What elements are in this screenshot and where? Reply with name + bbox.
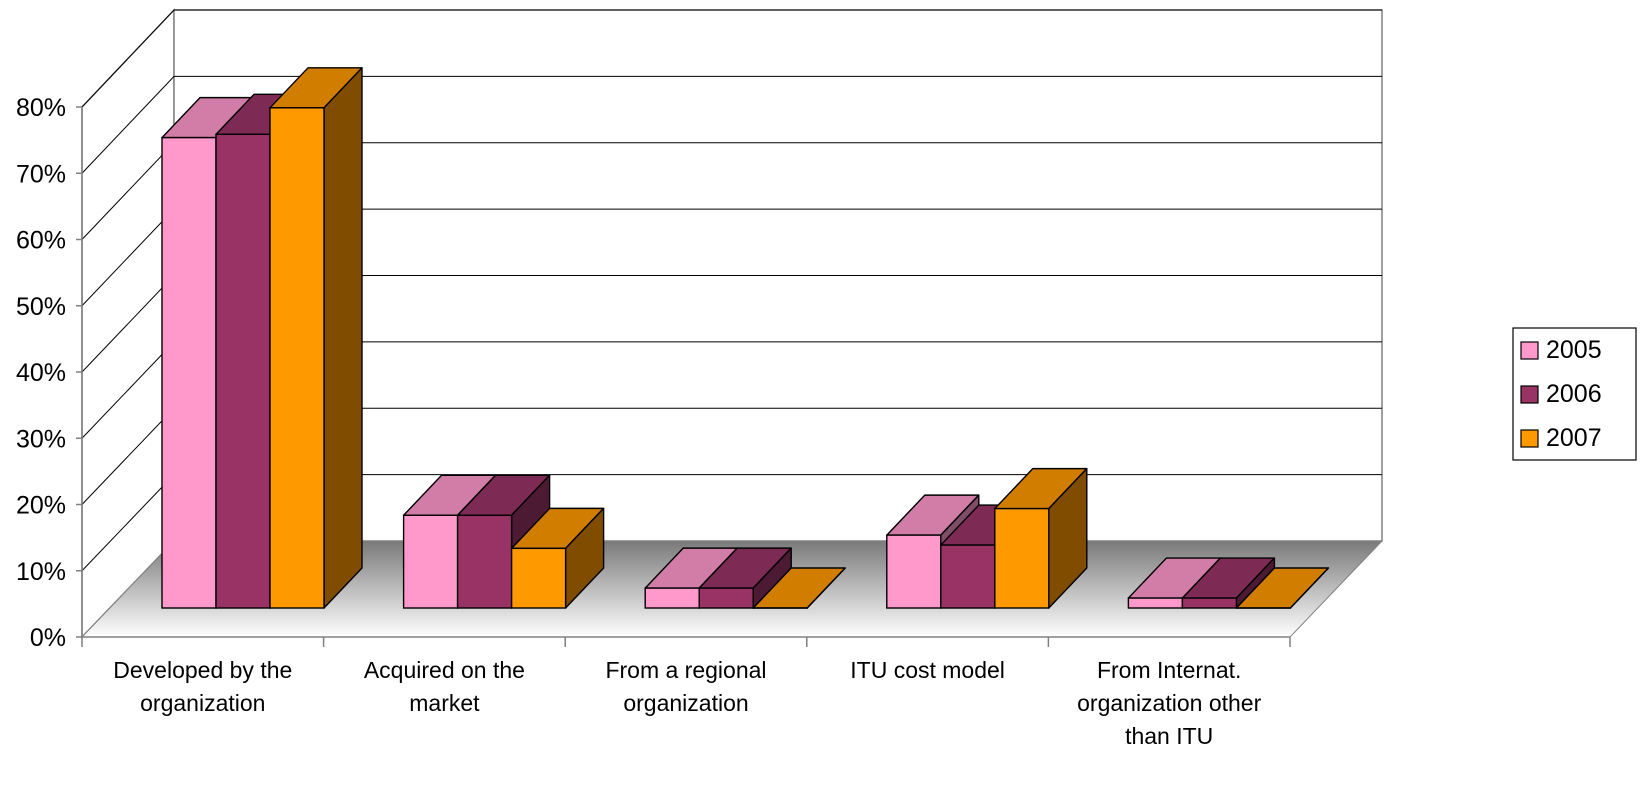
category-label-line: Acquired on the [364, 657, 525, 683]
bar-front-face [1127, 597, 1184, 609]
category-label-line: than ITU [1125, 723, 1213, 749]
bar-front-face [1181, 597, 1238, 609]
category-label-line: From Internat. [1097, 657, 1241, 683]
category-label: Acquired on the market [364, 657, 525, 716]
category-label-line: organization [140, 690, 265, 716]
category-label-line: organization [623, 690, 748, 716]
bar-side-face [323, 67, 363, 609]
y-tick-label: 10% [16, 558, 66, 586]
bar-2007-3 [752, 567, 846, 609]
bar-front-face [940, 544, 996, 609]
legend-label: 2007 [1546, 424, 1602, 452]
legend-swatch [1520, 341, 1539, 360]
gridline [81, 9, 1382, 108]
legend-label: 2005 [1546, 336, 1602, 364]
bar-front-face [698, 587, 754, 609]
bar-front-face [510, 547, 567, 609]
category-label-line: Developed by the [113, 657, 292, 683]
bar-2007-5 [1235, 567, 1330, 609]
bar-2006-3 [698, 547, 792, 609]
category-label-line: ITU cost model [850, 657, 1005, 683]
bar-front-face [402, 514, 459, 609]
category-label: From Internat. organization other than ITU [1077, 657, 1261, 749]
bar-front-face [886, 534, 942, 609]
category-label: Developed by the organization [113, 657, 292, 716]
category-label-line: From a regional [605, 657, 766, 683]
legend-label: 2006 [1546, 380, 1602, 408]
bar-2007-4 [994, 467, 1088, 609]
category-label-line: market [409, 690, 480, 716]
y-tick-label: 70% [16, 160, 66, 188]
gridline [81, 75, 1382, 174]
bar-side-face [806, 567, 846, 609]
bar-side-face [1289, 567, 1330, 609]
bar-front-face [994, 507, 1050, 609]
y-tick-label: 0% [30, 624, 66, 652]
category-label-line: organization other [1077, 690, 1261, 716]
legend-swatch [1520, 429, 1539, 448]
bar-front-face [215, 133, 271, 609]
y-tick-label: 50% [16, 293, 66, 321]
y-tick-label: 30% [16, 425, 66, 453]
bar-front-face [269, 107, 325, 609]
category-label: ITU cost model [850, 657, 1005, 683]
y-tick-label: 60% [16, 227, 66, 255]
y-tick-label: 40% [16, 359, 66, 387]
bar-front-face [161, 136, 217, 609]
y-tick-label: 80% [16, 94, 66, 122]
bar-2006-5 [1181, 557, 1276, 609]
category-label: From a regional organization [605, 657, 766, 716]
bar-2007-1 [269, 67, 363, 609]
bar-2007-2 [510, 507, 605, 609]
bar-front-face [456, 514, 513, 609]
legend-swatch [1520, 385, 1539, 404]
y-tick-label: 20% [16, 492, 66, 520]
bar-front-face [644, 587, 700, 609]
